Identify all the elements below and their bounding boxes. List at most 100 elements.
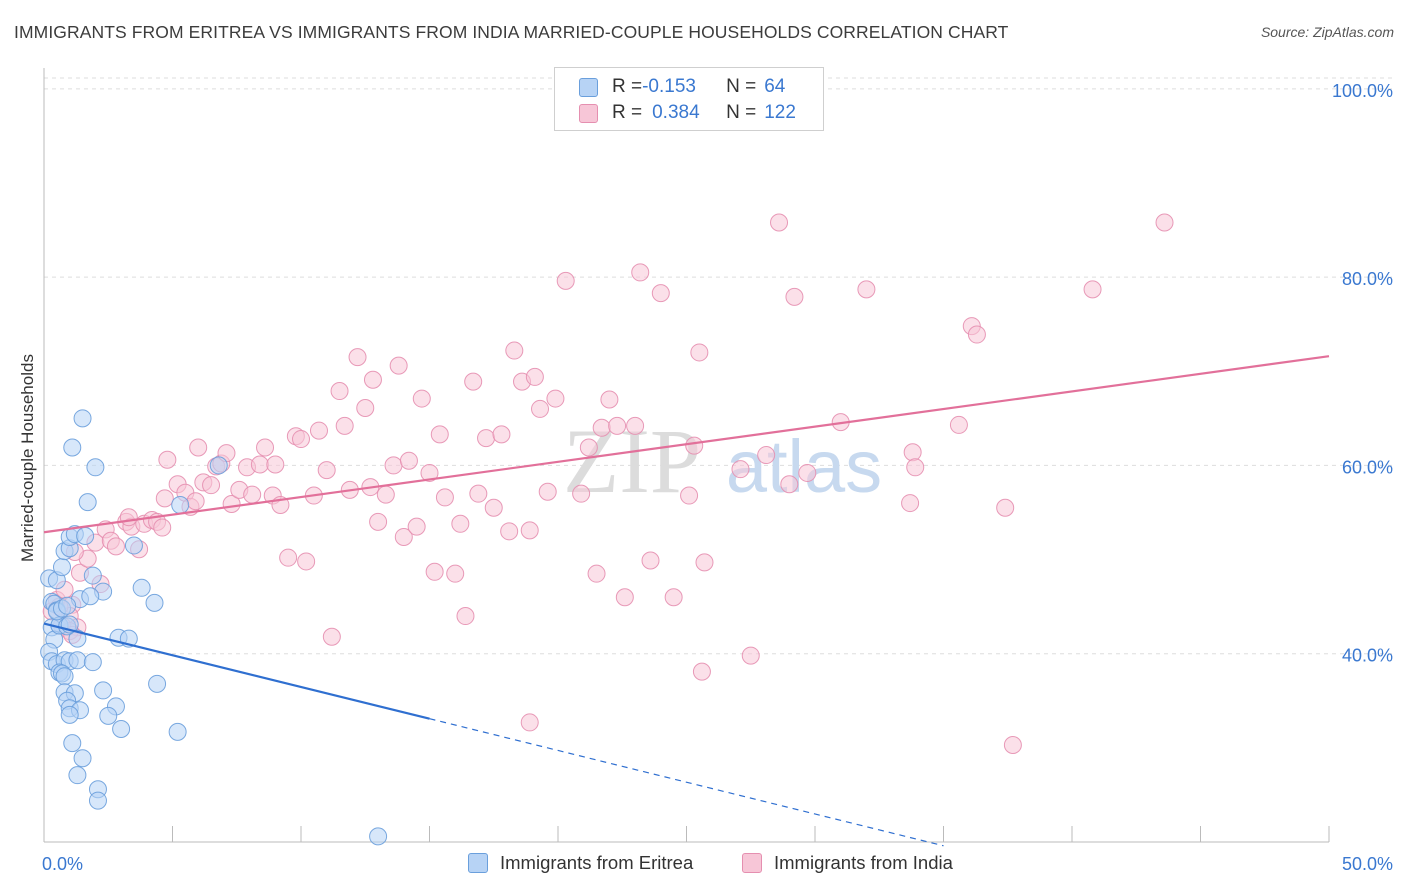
india-point (222, 495, 241, 514)
legend-n-value: 122 (764, 102, 796, 123)
legend-row-eritrea: R = -0.153 N = 64 (579, 75, 785, 99)
india-point (430, 425, 449, 444)
india-point (119, 508, 138, 527)
india-point (189, 438, 208, 457)
eritrea-points (40, 409, 388, 846)
eritrea-point (112, 720, 131, 739)
india-point (857, 280, 876, 299)
india-point (202, 476, 221, 495)
axes (43, 68, 1330, 843)
india-point (798, 463, 817, 482)
eritrea-point (88, 791, 107, 810)
india-point (906, 458, 925, 477)
india-point (967, 325, 986, 344)
eritrea-point (99, 706, 118, 725)
india-point (369, 512, 388, 531)
india-point (996, 498, 1015, 517)
india-point (531, 399, 550, 418)
y-tick-label: 40.0% (1342, 646, 1393, 666)
y-tick-label: 100.0% (1332, 81, 1393, 101)
india-point (587, 564, 606, 583)
india-point (901, 494, 920, 513)
india-point (484, 498, 503, 517)
india-point (155, 489, 174, 508)
india-point (363, 370, 382, 389)
y-tick-label: 80.0% (1342, 269, 1393, 289)
india-point (525, 367, 544, 386)
india-point (279, 548, 298, 567)
legend-n-label: N = (726, 76, 757, 97)
india-point (520, 521, 539, 540)
india-point (641, 551, 660, 570)
india-point (572, 484, 591, 503)
eritrea-point (68, 651, 87, 670)
india-point (469, 484, 488, 503)
india-point (384, 456, 403, 475)
eritrea-point (132, 578, 151, 597)
eritrea-swatch (579, 77, 598, 97)
india-point (664, 588, 683, 607)
eritrea-point (83, 566, 102, 585)
india-point (1003, 736, 1022, 755)
india-point (256, 438, 275, 457)
india-point (600, 390, 619, 409)
legend-r-value: -0.153 (642, 76, 696, 97)
india-point (1083, 280, 1102, 299)
india-point (335, 416, 354, 435)
eritrea-point (52, 558, 71, 577)
legend-r-value: 0.384 (652, 102, 700, 123)
eritrea-point (78, 493, 97, 512)
eritrea-point (209, 456, 228, 475)
india-point (317, 461, 336, 480)
india-point (477, 429, 496, 448)
india-point (780, 475, 799, 494)
india-point (500, 522, 519, 541)
india-point (520, 713, 539, 732)
india-point (456, 607, 475, 626)
india-point (322, 627, 341, 646)
eritrea-point (148, 674, 167, 693)
india-point (451, 514, 470, 533)
chart-title: IMMIGRANTS FROM ERITREA VS IMMIGRANTS FR… (14, 22, 1009, 42)
india-point (309, 421, 328, 440)
legend-r-label: R = (612, 102, 643, 123)
tick-labels: 40.0% 60.0% 80.0% 100.0% 0.0% 50.0% (42, 81, 1393, 874)
source-label: Source: ZipAtlas.com (1260, 24, 1394, 40)
india-point (949, 415, 968, 434)
eritrea-point (76, 527, 95, 546)
india-point (556, 271, 575, 290)
eritrea-point (63, 734, 82, 753)
india-trend-line (43, 355, 1330, 534)
india-point (435, 488, 454, 507)
india-point (348, 348, 367, 367)
legend-n-label: N = (726, 102, 757, 123)
india-point (757, 446, 776, 465)
stats-legend: R = -0.153 N = 64 R = 0.384 N = 122 (554, 67, 824, 131)
india-point (420, 463, 439, 482)
india-point (631, 263, 650, 282)
legend-row-india: R = 0.384 N = 122 (579, 101, 796, 125)
eritrea-point (63, 438, 82, 457)
india-point (626, 416, 645, 435)
india-point (741, 646, 760, 665)
india-point (250, 455, 269, 474)
y-axis-label: Married-couple Households (18, 354, 37, 562)
india-point (492, 425, 511, 444)
india-point (330, 382, 349, 401)
india-point (389, 356, 408, 375)
eritrea-trend-extension (429, 718, 944, 847)
bottom-legend-india: Immigrants from India (742, 851, 953, 875)
india-point (399, 451, 418, 470)
india-point (297, 552, 316, 571)
x-tick-label-min: 0.0% (42, 854, 83, 874)
eritrea-point (145, 593, 164, 612)
india-point (356, 398, 375, 417)
india-point (153, 518, 172, 537)
grid-lines (44, 77, 1392, 655)
india-point (538, 482, 557, 501)
eritrea-point (68, 629, 87, 648)
india-legend-label: Immigrants from India (774, 852, 953, 873)
legend-r-label: R = (612, 76, 643, 97)
india-point (158, 450, 177, 469)
